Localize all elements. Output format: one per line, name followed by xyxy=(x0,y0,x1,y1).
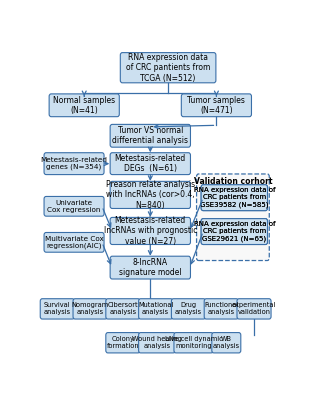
FancyBboxPatch shape xyxy=(201,219,268,244)
FancyBboxPatch shape xyxy=(120,53,216,83)
FancyBboxPatch shape xyxy=(139,332,175,353)
FancyBboxPatch shape xyxy=(49,94,119,117)
Text: 8-lncRNA
signature model: 8-lncRNA signature model xyxy=(119,258,182,277)
Text: Live cell dynamic
monitoring: Live cell dynamic monitoring xyxy=(165,336,222,349)
Text: RNA expression data of
CRC patients from
GSE29621 (N=65): RNA expression data of CRC patients from… xyxy=(194,221,275,242)
FancyBboxPatch shape xyxy=(212,332,241,353)
FancyBboxPatch shape xyxy=(106,332,140,353)
FancyBboxPatch shape xyxy=(201,185,268,211)
Text: RNA expression data
of CRC pantients from
TCGA (N=512): RNA expression data of CRC pantients fro… xyxy=(126,53,210,83)
FancyBboxPatch shape xyxy=(106,299,140,319)
FancyBboxPatch shape xyxy=(110,153,191,174)
FancyBboxPatch shape xyxy=(237,299,271,319)
Text: Univariate
Cox regression: Univariate Cox regression xyxy=(47,200,101,213)
Text: Wound healing
analysis: Wound healing analysis xyxy=(132,336,182,349)
FancyBboxPatch shape xyxy=(110,181,191,208)
FancyBboxPatch shape xyxy=(204,299,238,319)
FancyBboxPatch shape xyxy=(174,332,213,353)
Text: Survival
analysis: Survival analysis xyxy=(44,302,71,315)
Text: Metestasis-related
DEGs  (N=61): Metestasis-related DEGs (N=61) xyxy=(115,154,186,173)
Text: Colony
formation: Colony formation xyxy=(107,336,139,349)
FancyBboxPatch shape xyxy=(40,299,74,319)
FancyBboxPatch shape xyxy=(110,218,191,244)
Text: experimental
validation: experimental validation xyxy=(232,302,276,315)
Text: Metestasis-related
genes (N=354): Metestasis-related genes (N=354) xyxy=(41,157,108,170)
Text: Functional
analysis: Functional analysis xyxy=(204,302,238,315)
FancyBboxPatch shape xyxy=(139,299,173,319)
Text: Normal samples
(N=41): Normal samples (N=41) xyxy=(53,96,115,115)
Text: RNA expression data of
CRC patients from
GSE39582 (N=585): RNA expression data of CRC patients from… xyxy=(194,188,275,208)
FancyBboxPatch shape xyxy=(172,299,205,319)
Text: RNA expression data of
CRC patients from
GSE39582 (N=585): RNA expression data of CRC patients from… xyxy=(194,188,275,208)
FancyBboxPatch shape xyxy=(44,196,104,216)
Text: Preason relate analysis
with lncRNAs (cor>0.4,
N=840): Preason relate analysis with lncRNAs (co… xyxy=(106,180,195,210)
Text: Multivariate Cox
regression(AIC): Multivariate Cox regression(AIC) xyxy=(45,236,103,249)
Text: Metestasis-related
lncRNAs with prognostic
value (N=27): Metestasis-related lncRNAs with prognost… xyxy=(104,216,197,246)
Text: Cibersort
analysis: Cibersort analysis xyxy=(108,302,138,315)
FancyBboxPatch shape xyxy=(181,94,252,117)
FancyBboxPatch shape xyxy=(110,256,191,279)
FancyBboxPatch shape xyxy=(44,232,104,252)
Text: Drug
analysis: Drug analysis xyxy=(175,302,202,315)
FancyBboxPatch shape xyxy=(73,299,107,319)
Text: RNA expression data of
CRC patients from
GSE29621 (N=65): RNA expression data of CRC patients from… xyxy=(194,221,275,242)
Text: Tumor samples
(N=471): Tumor samples (N=471) xyxy=(188,96,245,115)
Text: WB
analysis: WB analysis xyxy=(213,336,240,349)
Text: Mutational
analysis: Mutational analysis xyxy=(138,302,173,315)
FancyBboxPatch shape xyxy=(201,185,268,211)
FancyBboxPatch shape xyxy=(201,219,268,244)
FancyBboxPatch shape xyxy=(196,174,269,260)
FancyBboxPatch shape xyxy=(110,124,191,147)
Text: Tumor VS normal
differential analysis: Tumor VS normal differential analysis xyxy=(112,126,188,146)
FancyBboxPatch shape xyxy=(44,153,104,174)
Text: Nomogram
analysis: Nomogram analysis xyxy=(72,302,109,315)
Text: Validation corhort: Validation corhort xyxy=(194,178,272,186)
